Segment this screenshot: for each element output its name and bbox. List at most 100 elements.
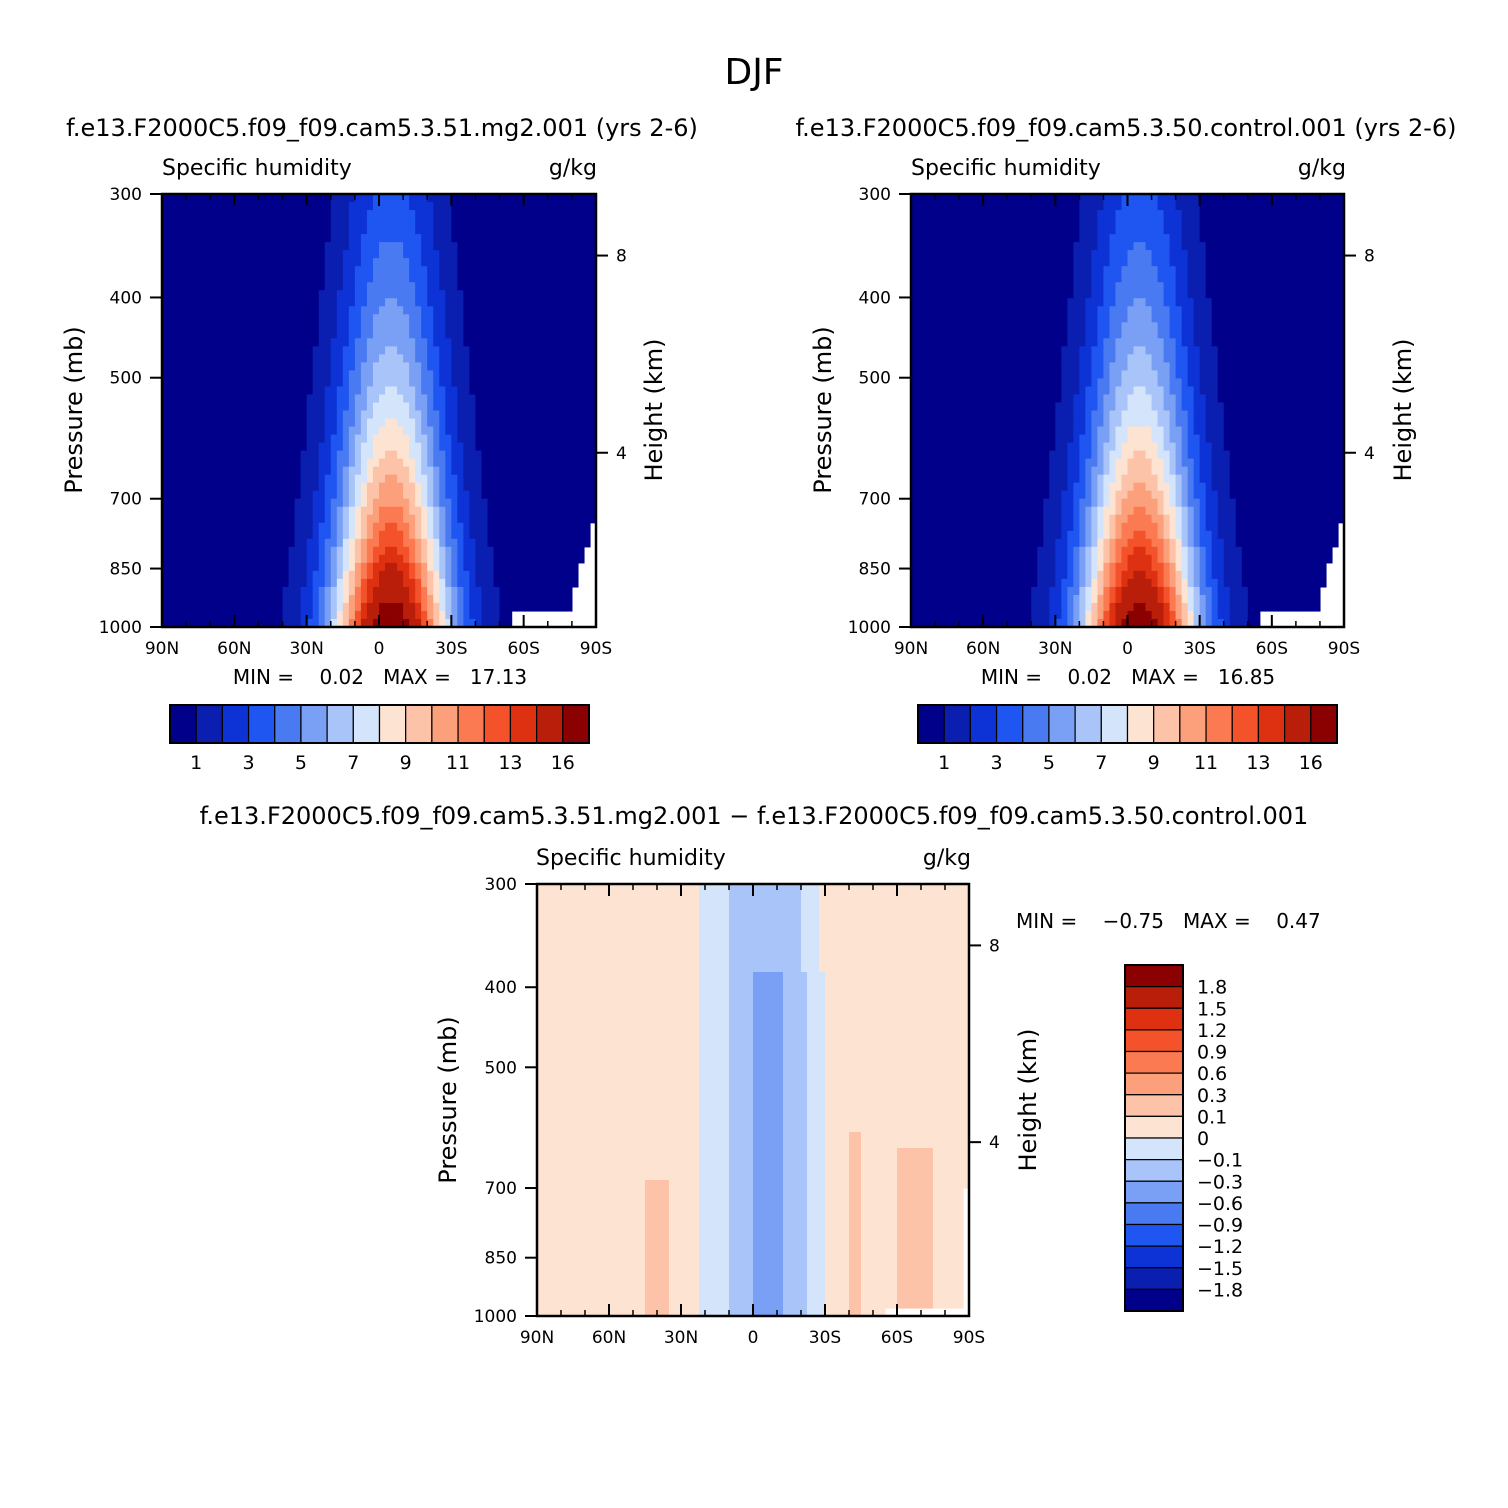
field-cell — [469, 578, 477, 588]
x-tick-label: 0 — [374, 639, 385, 659]
field-cell — [965, 298, 972, 307]
field-cell — [511, 514, 519, 524]
field-cell — [433, 442, 440, 452]
field-cell — [318, 458, 326, 468]
field-cell — [565, 594, 573, 604]
field-cell — [168, 522, 175, 532]
field-cell — [216, 402, 223, 412]
field-cell — [258, 586, 266, 596]
field-cell — [348, 386, 356, 396]
field-cell — [228, 330, 235, 339]
field-cell — [174, 362, 181, 372]
field-cell — [917, 490, 924, 500]
field-cell — [385, 570, 392, 580]
field-cell — [348, 202, 356, 211]
field-cell — [276, 602, 284, 612]
field-cell — [547, 554, 555, 564]
field-cell — [288, 306, 296, 315]
field-cell — [312, 482, 320, 492]
field-cell — [403, 490, 410, 500]
field-cell — [445, 362, 452, 372]
field-cell — [559, 594, 567, 604]
field-cell — [366, 210, 374, 219]
field-cell — [234, 298, 241, 307]
field-cell — [252, 226, 260, 235]
field-cell — [1007, 442, 1014, 452]
field-cell — [204, 306, 211, 315]
field-cell — [379, 298, 386, 307]
field-cell — [523, 426, 531, 436]
field-cell — [385, 394, 392, 404]
field-cell — [469, 386, 477, 396]
field-cell — [1001, 330, 1008, 339]
field-cell — [445, 506, 452, 516]
field-cell — [366, 242, 374, 251]
field-cell — [294, 602, 302, 612]
field-cell — [354, 546, 362, 556]
field-cell — [941, 474, 948, 484]
field-cell — [457, 338, 464, 347]
field-cell — [348, 514, 356, 524]
field-cell — [965, 618, 972, 628]
field-cell — [234, 370, 241, 380]
field-cell — [264, 442, 272, 452]
field-cell — [439, 306, 446, 315]
field-cell — [409, 282, 416, 291]
field-cell — [427, 378, 434, 388]
field-cell — [511, 242, 519, 251]
field-cell — [433, 362, 440, 372]
field-cell — [977, 602, 984, 612]
field-cell — [372, 402, 380, 412]
field-cell — [475, 266, 483, 275]
field-cell — [354, 250, 362, 259]
field-cell — [445, 490, 452, 500]
field-cell — [529, 426, 537, 436]
field-cell — [553, 394, 561, 404]
field-cell — [360, 322, 368, 331]
field-cell — [559, 346, 567, 355]
field-cell — [983, 266, 990, 275]
field-cell — [1013, 386, 1020, 396]
field-cell — [246, 498, 254, 508]
field-cell — [168, 202, 175, 211]
field-cell — [929, 330, 936, 339]
field-cell — [517, 242, 525, 251]
field-cell — [481, 322, 489, 331]
field-cell — [481, 218, 489, 227]
field-cell — [433, 570, 440, 580]
field-cell — [168, 394, 175, 404]
field-cell — [923, 402, 930, 412]
field-cell — [306, 578, 314, 588]
field-cell — [312, 410, 320, 420]
field-cell — [553, 514, 561, 524]
field-cell — [391, 234, 398, 243]
field-cell — [553, 282, 561, 291]
field-cell — [270, 330, 278, 339]
field-cell — [204, 338, 211, 347]
y-tick-label: 700 — [110, 490, 142, 510]
field-cell — [186, 586, 193, 596]
field-cell — [360, 194, 368, 203]
field-cell — [959, 554, 966, 564]
field-cell — [282, 530, 290, 540]
field-cell — [318, 466, 326, 476]
field-cell — [318, 490, 326, 500]
field-cell — [433, 602, 440, 612]
field-cell — [403, 394, 410, 404]
field-cell — [1001, 418, 1008, 428]
field-cell — [379, 514, 386, 524]
field-cell — [995, 202, 1002, 211]
field-cell — [529, 346, 537, 355]
field-cell — [246, 322, 254, 331]
field-cell — [192, 458, 199, 468]
field-cell — [186, 538, 193, 548]
field-cell — [529, 226, 537, 235]
field-cell — [499, 522, 507, 532]
field-cell — [162, 562, 169, 572]
field-cell — [565, 298, 573, 307]
field-cell — [336, 466, 344, 476]
field-cell — [553, 290, 561, 299]
field-cell — [372, 242, 380, 251]
field-cell — [523, 362, 531, 372]
field-cell — [1025, 194, 1032, 203]
